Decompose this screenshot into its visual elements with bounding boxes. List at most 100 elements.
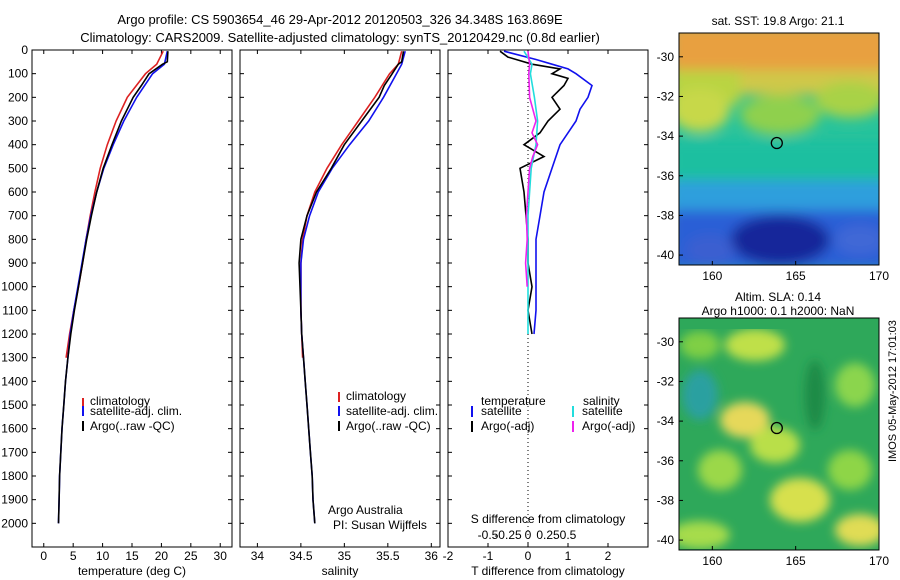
temperature-series bbox=[57, 50, 169, 524]
depth-tick-label: 1300 bbox=[1, 351, 28, 365]
x-tick-label: 0 bbox=[525, 549, 532, 563]
x-tick-label: 34.5 bbox=[289, 549, 313, 563]
depth-tick-label: 1200 bbox=[1, 327, 28, 341]
x-tick-label: 2 bbox=[605, 549, 612, 563]
series-line-argo-raw-qc- bbox=[298, 51, 405, 524]
s-tick-label: 0.25 bbox=[536, 528, 560, 542]
depth-tick-label: 500 bbox=[8, 161, 28, 175]
s-tick-label: 0.5 bbox=[560, 528, 577, 542]
salinity-x-label: salinity bbox=[322, 564, 359, 578]
legend-temp-satellite: satellite bbox=[481, 404, 522, 418]
lon-tick-label: 160 bbox=[702, 554, 722, 568]
x-tick-label: -1 bbox=[483, 549, 494, 563]
depth-tick-label: 1700 bbox=[1, 445, 28, 459]
sla-map-ticks: 160 165 170 -30 -32 -34 -36 -38 -40 bbox=[657, 335, 890, 568]
lat-tick-label: -36 bbox=[657, 169, 675, 183]
lat-tick-label: -40 bbox=[657, 248, 675, 262]
lat-tick-label: -30 bbox=[657, 335, 675, 349]
depth-tick-label: 300 bbox=[8, 114, 28, 128]
x-tick-label: 25 bbox=[184, 549, 198, 563]
argo-position-marker bbox=[770, 421, 783, 435]
depth-tick-label: 0 bbox=[21, 43, 28, 57]
lon-tick-label: 165 bbox=[786, 554, 806, 568]
lat-tick-label: -34 bbox=[657, 129, 675, 143]
lon-tick-label: 160 bbox=[702, 269, 722, 283]
depth-tick-label: 200 bbox=[8, 90, 28, 104]
s-tick-label: -0.25 bbox=[494, 528, 522, 542]
sla-map: Altim. SLA: 0.14 Argo h1000: 0.1 h2000: … bbox=[657, 290, 890, 568]
salinity-panel: 34 34.5 35 35.5 36 salinity climatology sate… bbox=[239, 49, 441, 578]
depth-tick-label: 1500 bbox=[1, 398, 28, 412]
sst-field bbox=[679, 33, 879, 265]
x-tick-label: 34 bbox=[251, 549, 265, 563]
legend-sal-satellite: satellite bbox=[582, 404, 623, 418]
x-tick-label: 15 bbox=[125, 549, 139, 563]
x-tick-label: 10 bbox=[96, 549, 110, 563]
lat-tick-label: -30 bbox=[657, 50, 675, 64]
depth-tick-label: 1800 bbox=[1, 469, 28, 483]
s-tick-label: -0.5 bbox=[478, 528, 499, 542]
x-tick-label: 35 bbox=[338, 549, 352, 563]
x-tick-label: 1 bbox=[565, 549, 572, 563]
x-tick-label: 20 bbox=[155, 549, 169, 563]
legend-satellite: satellite-adj. clim. bbox=[90, 404, 182, 418]
sst-map: sat. SST: 19.8 Argo: 21.1 160 165 170 -30 -3… bbox=[657, 14, 890, 283]
timestamp: IMOS 05-May-2012 17:01:03 bbox=[887, 320, 899, 462]
lat-tick-label: -40 bbox=[657, 533, 675, 547]
depth-tick-label: 600 bbox=[8, 185, 28, 199]
x-tick-label: 30 bbox=[214, 549, 228, 563]
x-tick-label: 0 bbox=[40, 549, 47, 563]
legend-temp-argo: Argo(-adj) bbox=[481, 419, 534, 433]
x-tick-label: 35.5 bbox=[376, 549, 400, 563]
difference-axes-frame bbox=[447, 49, 649, 548]
depth-tick-label: 1900 bbox=[1, 493, 28, 507]
sla-map-subtitle: Argo h1000: 0.1 h2000: NaN bbox=[702, 304, 855, 318]
argo-position-marker bbox=[770, 136, 783, 150]
legend-salinity-heading: salinity bbox=[583, 394, 620, 408]
sst-map-frame bbox=[678, 32, 880, 266]
lat-tick-label: -32 bbox=[657, 374, 675, 388]
legend-argo: Argo(..raw -QC) bbox=[90, 419, 175, 433]
depth-tick-label: 1400 bbox=[1, 374, 28, 388]
lat-tick-label: -38 bbox=[657, 493, 675, 507]
sst-map-title: sat. SST: 19.8 Argo: 21.1 bbox=[712, 14, 845, 28]
depth-tick-label: 2000 bbox=[1, 516, 28, 530]
temperature-panel: 0100200300400500600700800900100011001200… bbox=[1, 43, 233, 578]
series-line-temperature-satellite bbox=[503, 50, 593, 335]
sla-map-frame bbox=[678, 317, 880, 551]
depth-tick-label: 1100 bbox=[2, 303, 28, 317]
legend-climatology: climatology bbox=[90, 394, 150, 408]
s-difference-label: S difference from climatology bbox=[471, 512, 626, 526]
lat-tick-label: -38 bbox=[657, 208, 675, 222]
salinity-x-ticks: 34 34.5 35 35.5 36 bbox=[251, 50, 439, 563]
lat-tick-label: -32 bbox=[657, 89, 675, 103]
difference-depth-ticks bbox=[448, 49, 648, 524]
lat-tick-label: -36 bbox=[657, 454, 675, 468]
difference-series bbox=[499, 50, 593, 547]
legend-sal-argo: Argo(-adj) bbox=[582, 419, 635, 433]
depth-tick-label: 100 bbox=[8, 67, 28, 81]
depth-tick-label: 400 bbox=[8, 138, 28, 152]
depth-tick-label: 700 bbox=[8, 209, 28, 223]
depth-tick-label: 900 bbox=[8, 256, 28, 270]
lon-tick-label: 170 bbox=[869, 554, 889, 568]
salinity-legend: climatology satellite-adj. clim. Argo(..… bbox=[338, 389, 438, 433]
x-tick-label: 36 bbox=[425, 549, 439, 563]
salinity-series bbox=[298, 50, 406, 524]
salinity-depth-ticks bbox=[240, 49, 440, 524]
series-line-argo-raw-qc- bbox=[57, 51, 169, 524]
credit-line1: Argo Australia bbox=[328, 503, 403, 517]
legend-climatology: climatology bbox=[346, 389, 406, 403]
x-tick-label: -2 bbox=[443, 549, 454, 563]
figure-title-line2: Climatology: CARS2009. Satellite-adjuste… bbox=[80, 30, 600, 45]
sst-map-ticks: 160 165 170 -30 -32 -34 -36 -38 -40 bbox=[657, 50, 890, 283]
lon-tick-label: 170 bbox=[869, 269, 889, 283]
depth-tick-label: 1600 bbox=[1, 422, 28, 436]
legend-satellite: satellite-adj. clim. bbox=[346, 404, 438, 418]
sla-field bbox=[679, 329, 879, 549]
legend-temperature-heading: temperature bbox=[481, 394, 546, 408]
difference-legend: temperature satellite Argo(-adj) salinit… bbox=[471, 394, 635, 433]
t-difference-label: T difference from climatology bbox=[471, 564, 625, 578]
lon-tick-label: 165 bbox=[786, 269, 806, 283]
